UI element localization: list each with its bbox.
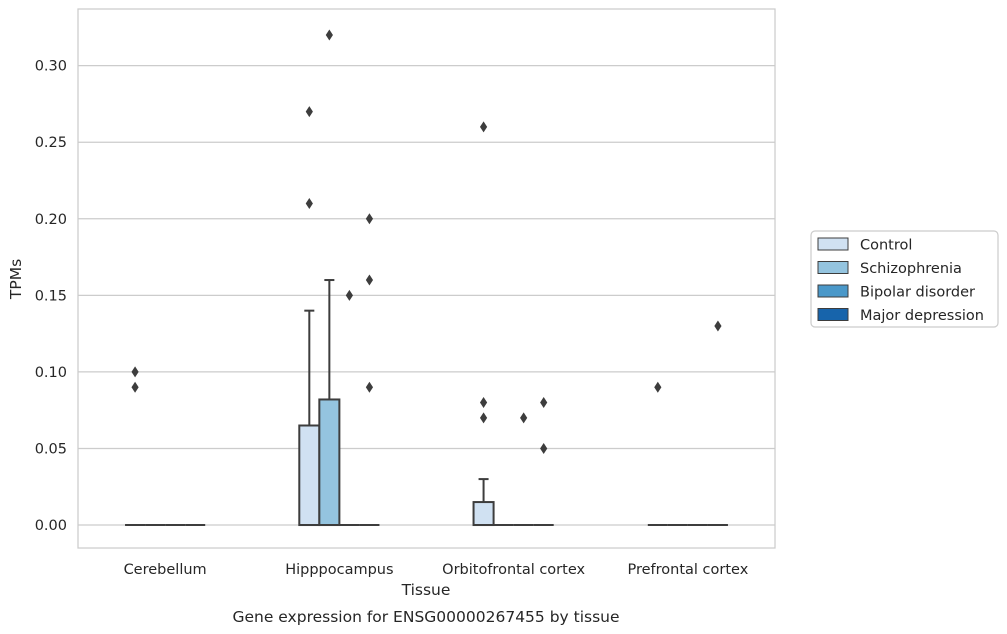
outlier-point (479, 397, 488, 409)
y-tick-labels: 0.00 0.05 0.10 0.15 0.20 0.25 0.30 (35, 59, 67, 534)
legend-entry: Schizophrenia (817, 261, 962, 277)
category-group (647, 320, 728, 527)
box-control (647, 381, 668, 527)
outlier-point (365, 274, 374, 286)
outlier-point (131, 381, 139, 393)
outlier-point (479, 412, 488, 424)
outlier-point (540, 397, 548, 409)
category-group (472, 121, 554, 527)
plot-area-frame (77, 8, 776, 549)
y-tick-label: 0.15 (35, 288, 67, 304)
x-tick-label: Prefrontal cortex (627, 562, 748, 578)
legend-entry: Bipolar disorder (817, 284, 975, 301)
x-tick-label: Hipppocampus (285, 562, 393, 578)
y-tick-label: 0.00 (35, 518, 67, 534)
y-gridlines (78, 65, 775, 526)
box-schizophrenia (318, 29, 341, 527)
box-groups (125, 29, 728, 527)
category-group (125, 366, 206, 527)
legend-swatch (817, 237, 849, 251)
category-group (298, 29, 380, 527)
box-body (472, 501, 495, 527)
x-tick-label: Orbitofrontal cortex (442, 562, 585, 578)
legend-label: Major depression (860, 308, 984, 324)
outlier-point (540, 442, 548, 454)
outlier-point (520, 412, 528, 424)
legend-frame (810, 230, 999, 328)
box-bipolar-disorder (339, 289, 360, 527)
x-axis-title: Tissue (401, 581, 451, 599)
box-control (472, 121, 495, 527)
box-major-depression (359, 213, 380, 527)
box-major-depression (533, 397, 554, 527)
outlier-point (479, 121, 488, 133)
y-tick-label: 0.25 (35, 135, 67, 151)
legend-swatch (817, 261, 849, 274)
outlier-point (131, 366, 139, 378)
outlier-point (365, 381, 374, 393)
legend-label: Control (860, 238, 912, 254)
legend-swatch (817, 284, 849, 298)
y-tick-label: 0.05 (35, 441, 67, 457)
outlier-point (365, 213, 374, 225)
outlier-point (305, 106, 313, 118)
outlier-point (654, 381, 662, 393)
legend: Control Schizophrenia Bipolar disorder Majo… (810, 230, 999, 328)
y-axis-title: TPMs (7, 259, 25, 300)
legend-swatch (817, 308, 849, 321)
y-tick-label: 0.20 (35, 212, 67, 228)
box-control (125, 366, 146, 527)
outlier-point (325, 29, 333, 41)
box-body (318, 398, 341, 527)
box-bipolar-disorder (513, 412, 534, 527)
y-tick-label: 0.10 (35, 365, 67, 381)
outlier-point (345, 289, 353, 301)
chart-caption: Gene expression for ENSG00000267455 by t… (232, 608, 619, 626)
y-tick-label: 0.30 (35, 59, 67, 75)
x-tick-labels: Cerebellum Hipppocampus Orbitofrontal cort… (124, 562, 749, 578)
legend-label: Schizophrenia (860, 261, 962, 277)
x-tick-label: Cerebellum (124, 562, 207, 578)
legend-label: Bipolar disorder (860, 285, 975, 301)
outlier-point (714, 320, 722, 332)
legend-entry: Control (817, 237, 912, 254)
box-body (298, 424, 321, 527)
legend-entry: Major depression (817, 308, 984, 324)
outlier-point (305, 197, 313, 209)
box-major-depression (707, 320, 728, 527)
box-control (298, 106, 321, 527)
